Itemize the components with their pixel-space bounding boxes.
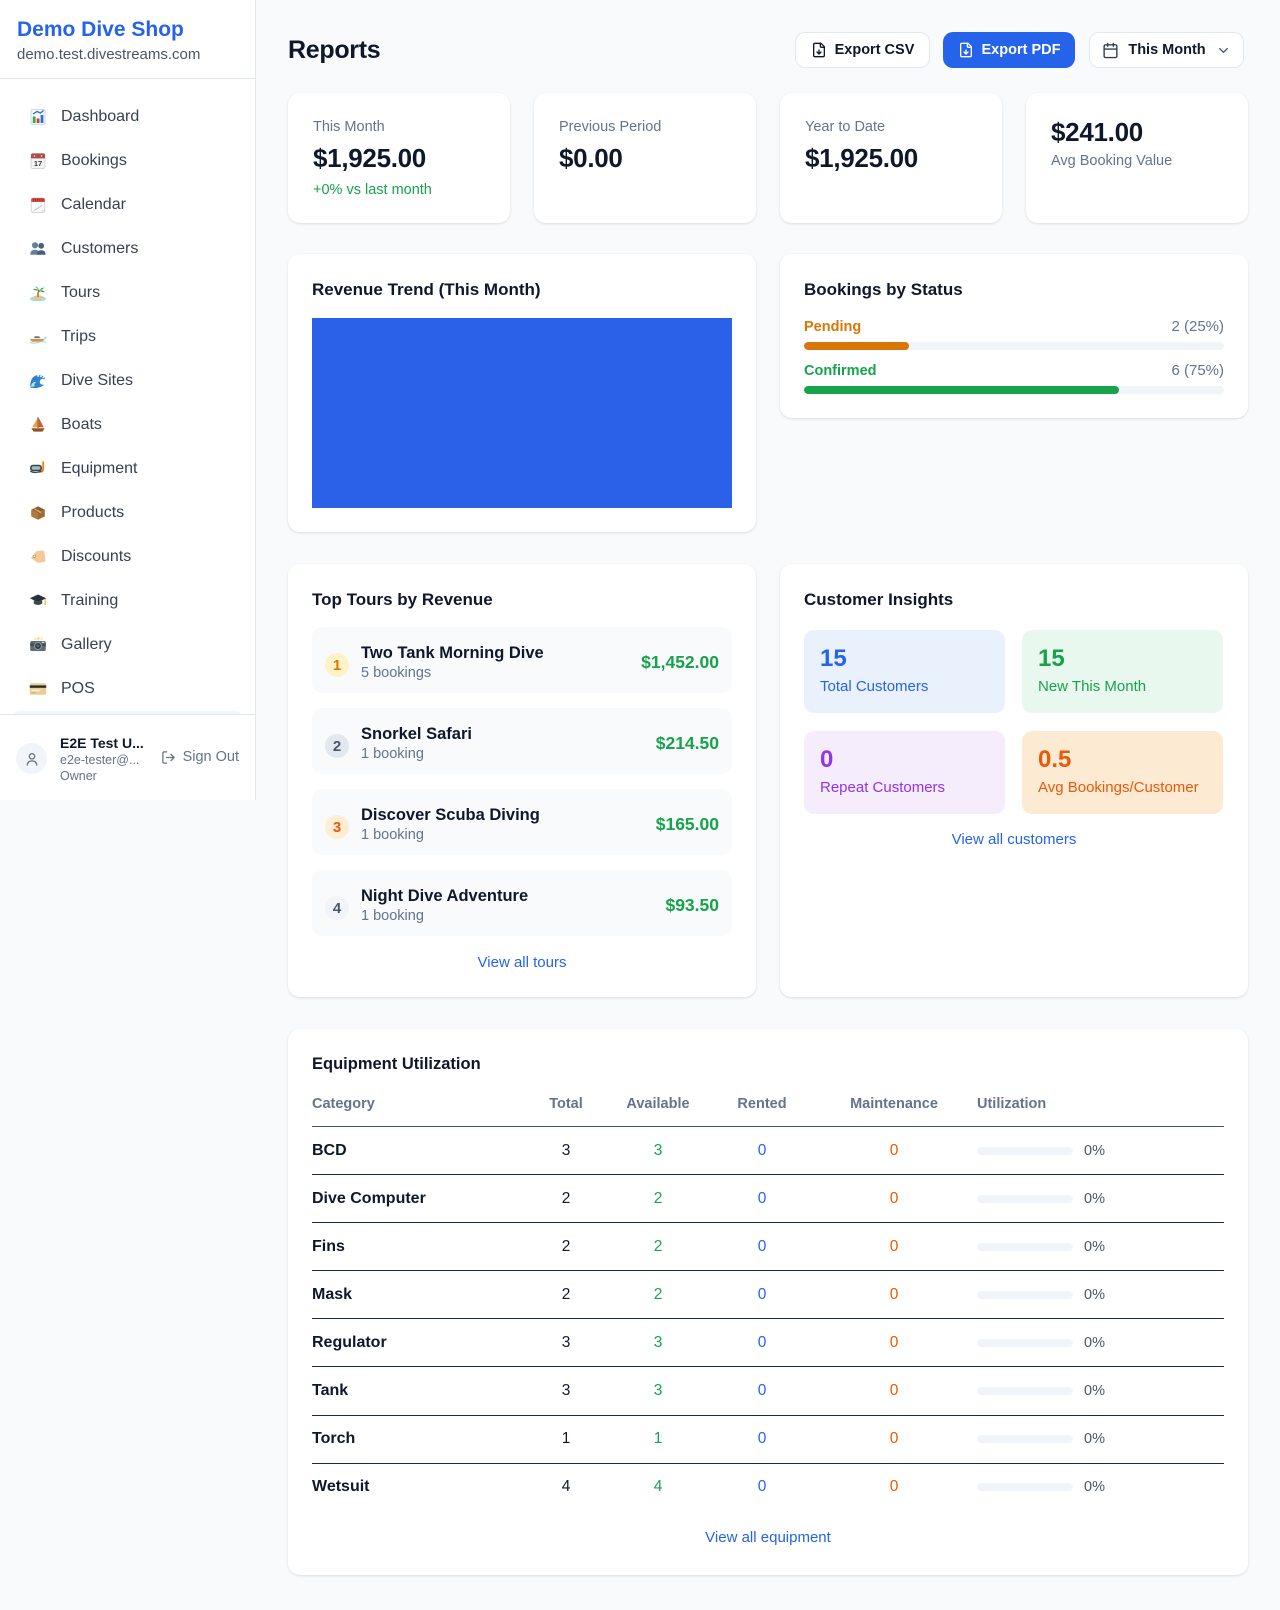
svg-text:17: 17 <box>34 159 42 168</box>
